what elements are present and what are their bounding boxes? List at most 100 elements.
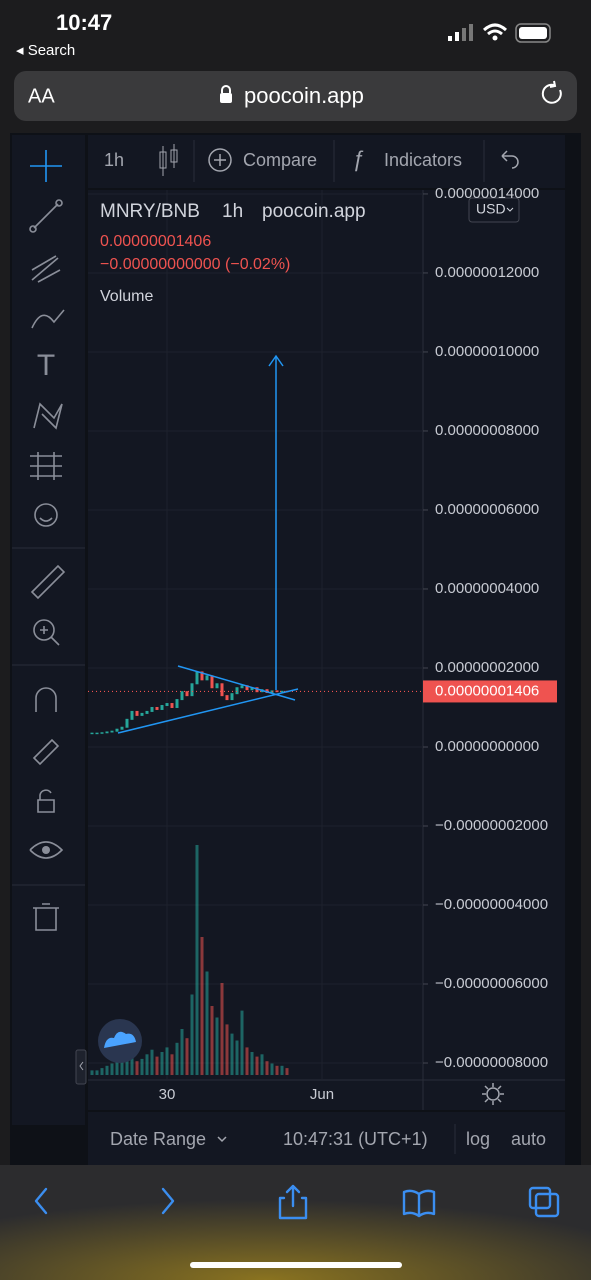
y-tick-label: 0.00000000000 [435,738,539,755]
volume-bar [195,845,199,1075]
chart-type-icon[interactable] [159,144,178,176]
chart-interval: 1h [222,201,243,222]
tool-icons[interactable]: T [29,150,66,931]
volume-bar [150,1049,154,1075]
home-indicator [190,1262,402,1268]
candle [280,690,284,693]
tabs-button[interactable] [534,1192,560,1218]
candle [130,710,134,720]
indicators-button[interactable]: Indicators [384,150,462,170]
candle [220,683,224,697]
log-button[interactable]: log [466,1129,490,1149]
compare-plus [214,154,226,166]
volume-bar [110,1063,114,1075]
currency: USD [476,201,506,217]
volume-bar [270,1063,274,1075]
candle [180,691,184,701]
address-bar[interactable] [14,71,577,121]
candle [170,703,174,708]
signal [448,24,473,41]
volume-legend: Volume [100,288,153,305]
last-price-box [423,680,557,703]
y-tick-label: −0.00000006000 [435,975,548,992]
candle [250,687,254,691]
candle [230,693,234,701]
compare-button[interactable]: Compare [243,150,317,170]
wifi [482,23,508,36]
candle [90,732,94,735]
share-button[interactable] [278,1184,308,1220]
candle [175,699,179,708]
volume-bar [245,1047,249,1075]
volume-bar [285,1068,289,1075]
indicators-icon[interactable]: ƒ [352,146,364,171]
volume-bar [225,1024,229,1075]
y-tick-label: 0.00000002000 [435,659,539,676]
url[interactable]: poocoin.app [244,83,364,108]
chart-area [88,190,565,1110]
candle [235,687,239,695]
symbol: MNRY/BNB [100,201,200,222]
bottom-toolbar [88,1112,565,1165]
settings-icon[interactable] [486,1087,500,1101]
candle [215,683,219,689]
candle [155,706,159,710]
volume-bar [180,1029,184,1075]
volume-bar [170,1054,174,1075]
candle [105,731,109,734]
date-range[interactable]: Date Range [110,1129,206,1149]
volume-bar [190,994,194,1075]
y-tick-label: −0.00000002000 [435,817,548,834]
browser-toolbar [0,1165,591,1280]
text-size[interactable]: AA [28,85,55,107]
undo[interactable] [501,150,519,169]
volume-bar [210,1006,214,1075]
svg-text:T: T [37,349,55,382]
auto-button[interactable]: auto [511,1129,546,1149]
volume-bar [130,1056,134,1075]
y-tick-label: 0.00000004000 [435,580,539,597]
volume-bar [230,1033,234,1075]
volume-bar [235,1040,239,1075]
wifi-dot [492,35,498,41]
volume-bar [145,1054,149,1075]
tabs-back[interactable] [528,1186,552,1210]
collapse-caret [79,1061,84,1071]
bookmarks-button[interactable] [402,1189,436,1218]
volume-bar [205,971,209,1075]
volume-bar [140,1058,144,1075]
reload[interactable] [541,80,562,104]
y-tick-label: 0.00000006000 [435,501,539,518]
candle [205,675,209,681]
x-tick-label: Jun [310,1086,334,1103]
y-tick-label: 0.00000012000 [435,264,539,281]
volume-bar [120,1052,124,1075]
candle [140,712,144,716]
candle [100,732,104,734]
y-tick-label: −0.00000004000 [435,896,548,913]
volume-bar [250,1052,254,1075]
clock: 10:47 [56,10,112,35]
compare-icon[interactable] [208,148,232,172]
volume-bar [255,1056,259,1075]
back-link[interactable]: ◂ Search [16,42,75,59]
candle [165,703,169,707]
volume-bar [160,1052,164,1075]
forward-button[interactable] [161,1187,175,1215]
volume-bar [165,1047,169,1075]
volume-bar [155,1056,159,1075]
currency-button[interactable] [468,197,520,223]
y-tick-label: 0.00000008000 [435,422,539,439]
last-price-label: 0.00000001406 [435,682,539,699]
volume-bar [175,1042,179,1075]
lock [220,93,232,103]
lock-shackle [221,85,231,93]
back-button[interactable] [34,1187,48,1215]
volume-bar [115,1056,119,1075]
interval-button[interactable]: 1h [104,150,124,170]
date-range-caret [217,1136,227,1143]
volume-bar [95,1070,99,1075]
x-tick-label: 30 [159,1086,176,1103]
clock-utc: 10:47:31 (UTC+1) [283,1129,428,1149]
